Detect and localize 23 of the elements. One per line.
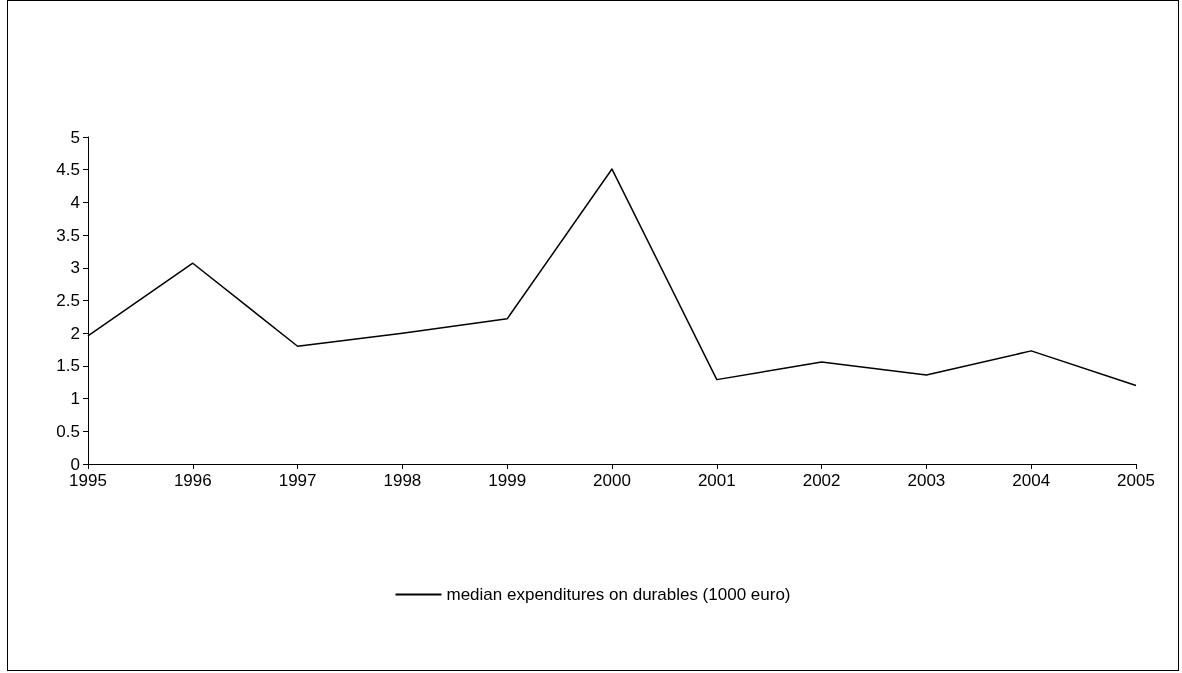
x-tick-label: 1999 — [488, 471, 527, 490]
x-tick-label: 1995 — [69, 471, 107, 490]
y-tick-label: 1 — [70, 389, 80, 409]
x-tick-label: 2001 — [697, 471, 736, 490]
y-tick-label: 2.5 — [56, 291, 80, 310]
x-tick-label: 1996 — [173, 471, 212, 490]
x-tick-label: 2000 — [593, 471, 631, 490]
x-tick-label: 1997 — [278, 471, 317, 490]
y-tick-label: 3.5 — [56, 225, 80, 245]
y-tick-label: 1.5 — [56, 356, 80, 376]
legend-label: median expenditures on durables (1000 euro) — [446, 585, 791, 604]
x-tick-label: 1998 — [383, 471, 422, 490]
x-tick-label: 2005 — [1117, 471, 1155, 490]
x-tick-label: 2003 — [907, 471, 946, 490]
y-tick-label: 4 — [70, 192, 80, 212]
y-tick-label: 3 — [70, 258, 80, 278]
y-tick-label: 0.5 — [56, 421, 80, 441]
y-tick-label: 4.5 — [56, 160, 80, 180]
y-tick-label: 0 — [70, 454, 80, 474]
y-tick-label: 2 — [70, 323, 80, 343]
y-tick-label: 5 — [70, 127, 80, 147]
x-tick-label: 2002 — [802, 471, 841, 490]
x-tick-label: 2004 — [1012, 471, 1051, 490]
